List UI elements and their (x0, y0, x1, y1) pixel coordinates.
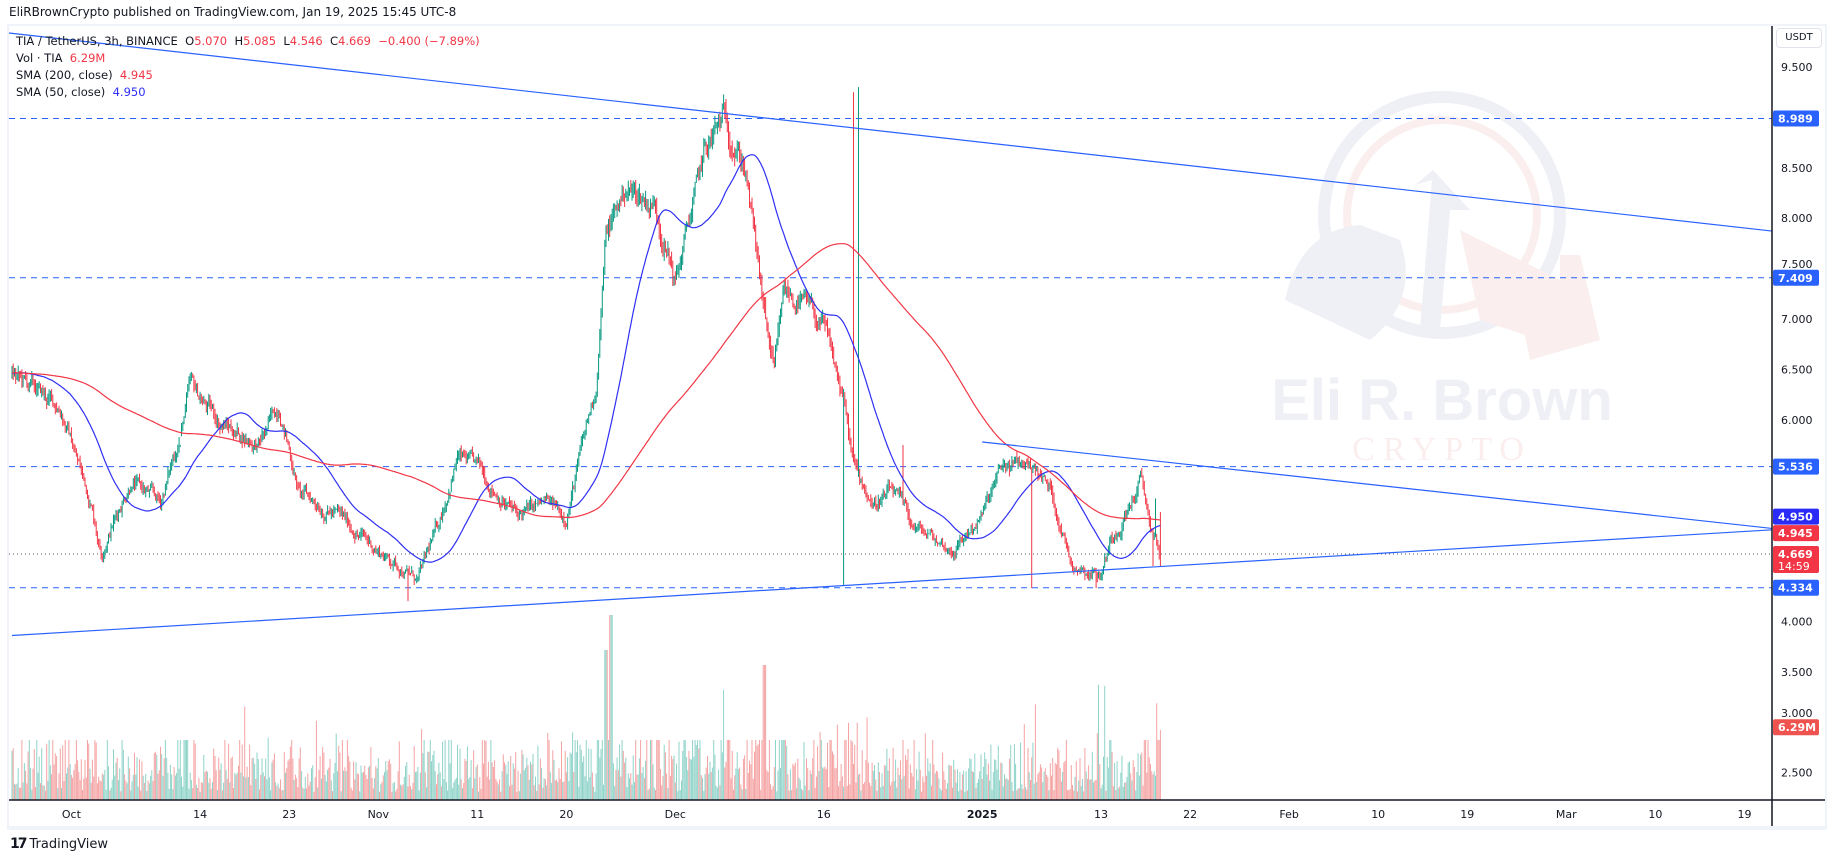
price-badge-label: 4.334 (1778, 582, 1813, 595)
watermark-sub: CRYPTO (1352, 431, 1532, 468)
price-badge[interactable]: 7.409 (1773, 269, 1819, 286)
time-tick-label: Dec (665, 808, 686, 821)
published-header: EliRBrownCrypto published on TradingView… (9, 5, 457, 19)
tradingview-icon: 17 (10, 836, 28, 852)
price-badge-background (1773, 579, 1819, 596)
price-tick-label: 7.500 (1781, 258, 1813, 271)
sma200-label: SMA (200, close) (16, 68, 113, 82)
sma200-line[interactable] (12, 243, 1161, 521)
price-tick-label: 9.500 (1781, 61, 1813, 74)
price-axis[interactable]: 9.500 8.500 8.000 7.500 7.000 6.500 6.000 4.000… (1781, 61, 1813, 780)
price-tick-label: 3.500 (1781, 666, 1813, 679)
price-badge[interactable]: 6.29M (1773, 719, 1819, 736)
symbol-legend-row[interactable]: TIA / TetherUS, 3h, BINANCE O5.070 H5.08… (16, 33, 480, 50)
chart-legend: TIA / TetherUS, 3h, BINANCE O5.070 H5.08… (16, 33, 480, 101)
change-value: −0.400 (−7.89%) (378, 34, 480, 48)
time-tick-label: Oct (62, 808, 82, 821)
sma50-label: SMA (50, close) (16, 85, 106, 99)
sma200-legend-row[interactable]: SMA (200, close) 4.945 (16, 67, 480, 84)
price-tick-label: 8.500 (1781, 162, 1813, 175)
price-tick-label: 4.000 (1781, 615, 1813, 628)
open-label: O (185, 34, 195, 48)
low-label: L (283, 34, 290, 48)
price-tick-label: 8.000 (1781, 212, 1813, 225)
watermark-name: Eli R. Brown (1271, 368, 1613, 433)
tradingview-brand: TradingView (29, 836, 109, 852)
time-tick-label: 2025 (967, 808, 998, 821)
time-tick-label: 14 (193, 808, 207, 821)
time-axis[interactable]: Oct 14 23 Nov 11 20 Dec 16 2025 13 22 Feb 10 19 Mar 10 1… (62, 808, 1752, 821)
price-tick-label: 3.000 (1781, 707, 1813, 720)
time-tick-label: Nov (368, 808, 390, 821)
time-tick-label: 22 (1183, 808, 1197, 821)
sma50-legend-row[interactable]: SMA (50, close) 4.950 (16, 84, 480, 101)
price-badge-background (1773, 508, 1819, 525)
price-badge[interactable]: 8.989 (1773, 110, 1819, 127)
sma50-value: 4.950 (112, 85, 146, 99)
price-badge-background (1773, 269, 1819, 286)
price-badge-label: 8.989 (1778, 113, 1813, 126)
price-badge-background (1773, 458, 1819, 475)
volume-legend-row[interactable]: Vol · TIA 6.29M (16, 50, 480, 67)
time-tick-label: 11 (470, 808, 484, 821)
countdown-label: 14:59 (1778, 560, 1810, 573)
price-badge[interactable]: 4.334 (1773, 579, 1819, 596)
symbol-label: TIA / TetherUS, 3h, BINANCE (16, 34, 178, 48)
price-badge-label: 6.29M (1778, 721, 1816, 734)
high-value: 5.085 (243, 34, 277, 48)
currency-button[interactable]: USDT (1776, 28, 1822, 48)
price-tick-label: 6.500 (1781, 363, 1813, 376)
price-badge-background (1773, 525, 1819, 542)
price-badge-label: 7.409 (1778, 272, 1813, 285)
price-badge-label: 5.536 (1778, 461, 1813, 474)
time-tick-label: 23 (282, 808, 296, 821)
price-tick-label: 7.000 (1781, 313, 1813, 326)
tradingview-logo[interactable]: 17 TradingView (10, 836, 108, 852)
price-badge-label: 4.669 (1778, 548, 1813, 561)
price-badge-label: 4.950 (1778, 511, 1813, 524)
open-value: 5.070 (194, 34, 228, 48)
time-tick-label: 16 (817, 808, 831, 821)
price-badge-background (1773, 545, 1819, 573)
time-tick-label: 13 (1094, 808, 1108, 821)
price-badge[interactable]: 5.536 (1773, 458, 1819, 475)
sma50-line[interactable] (11, 154, 1161, 563)
time-tick-label: 10 (1371, 808, 1385, 821)
close-label: C (330, 34, 339, 48)
price-badge-label: 4.945 (1778, 527, 1813, 540)
price-badge-background (1773, 719, 1819, 736)
high-label: H (234, 34, 244, 48)
trendline[interactable] (982, 441, 1773, 530)
watermark-logo: Eli R. Brown CRYPTO (1271, 91, 1613, 468)
time-tick-label: Mar (1556, 808, 1577, 821)
price-badge-background (1773, 110, 1819, 127)
price-tick-label: 2.500 (1781, 767, 1813, 780)
price-tick-label: 6.000 (1781, 414, 1813, 427)
price-badge[interactable]: 4.945 (1773, 525, 1819, 542)
time-tick-label: 19 (1738, 808, 1752, 821)
trendline[interactable] (8, 32, 1773, 232)
low-value: 4.546 (289, 34, 323, 48)
volume-label: Vol · TIA (16, 51, 63, 65)
volume-value: 6.29M (69, 51, 106, 65)
time-tick-label: 20 (559, 808, 573, 821)
sma200-value: 4.945 (119, 68, 153, 82)
time-tick-label: 10 (1648, 808, 1662, 821)
close-value: 4.669 (338, 34, 371, 48)
time-tick-label: Feb (1279, 808, 1298, 821)
price-badge[interactable]: 4.950 (1773, 508, 1819, 525)
trendline[interactable] (11, 529, 1773, 637)
time-tick-label: 19 (1460, 808, 1474, 821)
